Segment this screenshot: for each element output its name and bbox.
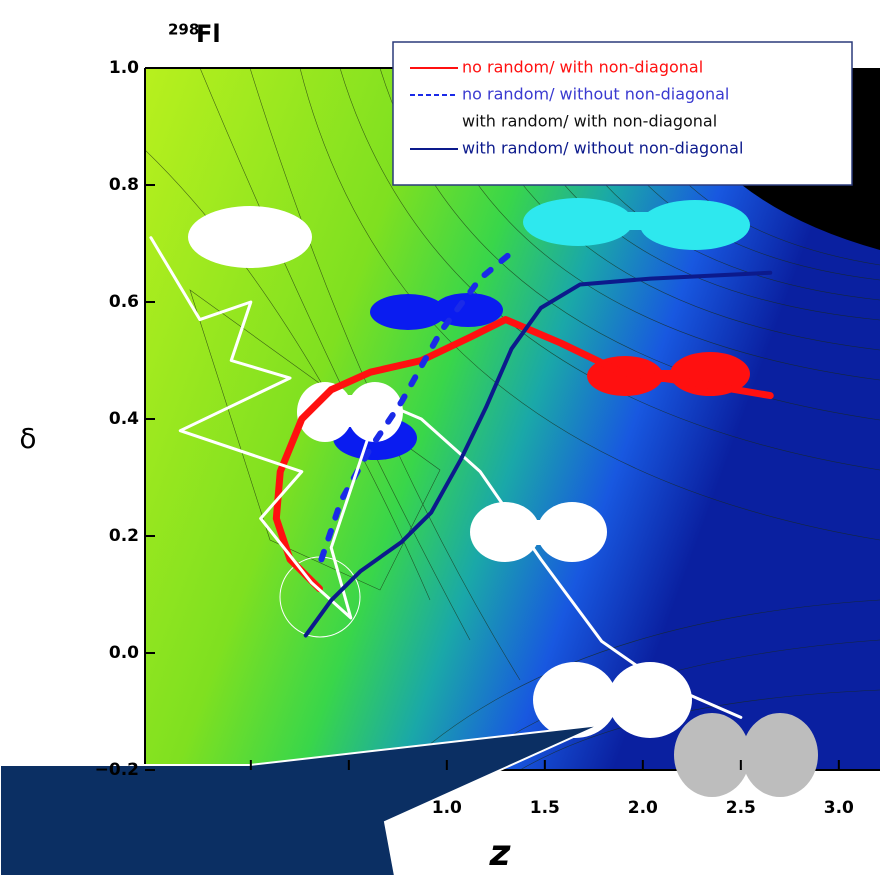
- series-line: [303, 270, 773, 638]
- nuclear-shapes-front: [533, 662, 818, 797]
- series-line: [272, 316, 774, 593]
- y-tick-label: 0.8: [109, 175, 139, 195]
- legend-label: no random/ without non-diagonal: [462, 85, 729, 104]
- y-tick-label: 0.2: [109, 526, 139, 546]
- x-tick-label: 2.5: [726, 798, 756, 818]
- y-tick-label: 0.4: [109, 409, 139, 429]
- y-tick-label: −0.2: [95, 760, 139, 780]
- x-tick-label: 1.0: [432, 798, 462, 818]
- y-tick-label: 0.6: [109, 292, 139, 312]
- y-tick-label: 0.0: [109, 643, 139, 663]
- y-axis-label: δ: [19, 422, 36, 455]
- legend-box: [392, 41, 853, 186]
- x-tick-label: 3.0: [824, 798, 854, 818]
- x-tick-label: 2.0: [628, 798, 658, 818]
- legend-label: with random/ with non-diagonal: [462, 112, 717, 131]
- x-tick-label: 1.5: [530, 798, 560, 818]
- title-mass: 298: [168, 21, 199, 39]
- series-line: [318, 246, 519, 563]
- legend-label: with random/ without non-diagonal: [462, 139, 743, 158]
- legend-label: no random/ with non-diagonal: [462, 58, 703, 77]
- chart-title: Fl: [196, 20, 221, 48]
- y-tick-label: 1.0: [109, 58, 139, 78]
- x-axis-label: z: [489, 833, 512, 874]
